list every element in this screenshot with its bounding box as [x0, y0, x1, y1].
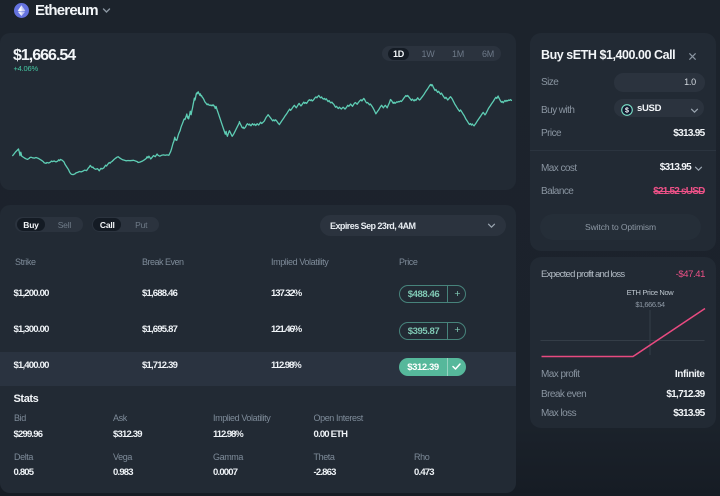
svg-text:$: $ — [625, 107, 629, 114]
